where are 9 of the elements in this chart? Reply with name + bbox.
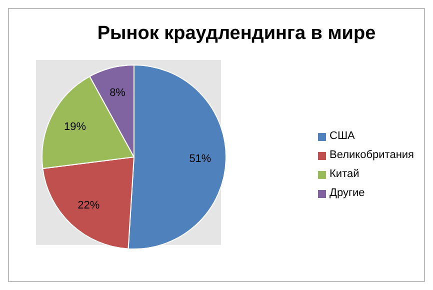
data-label: 22% bbox=[78, 199, 100, 212]
legend-label: Китай bbox=[330, 167, 360, 182]
chart-title: Рынок краудлендинга в мире bbox=[96, 23, 377, 46]
legend-label: Другие bbox=[330, 186, 365, 201]
data-label: 51% bbox=[189, 153, 212, 166]
data-label: 19% bbox=[64, 120, 86, 133]
legend-label: Великобритания bbox=[330, 148, 414, 163]
legend-label: США bbox=[330, 129, 355, 144]
data-label: 8% bbox=[110, 86, 126, 99]
